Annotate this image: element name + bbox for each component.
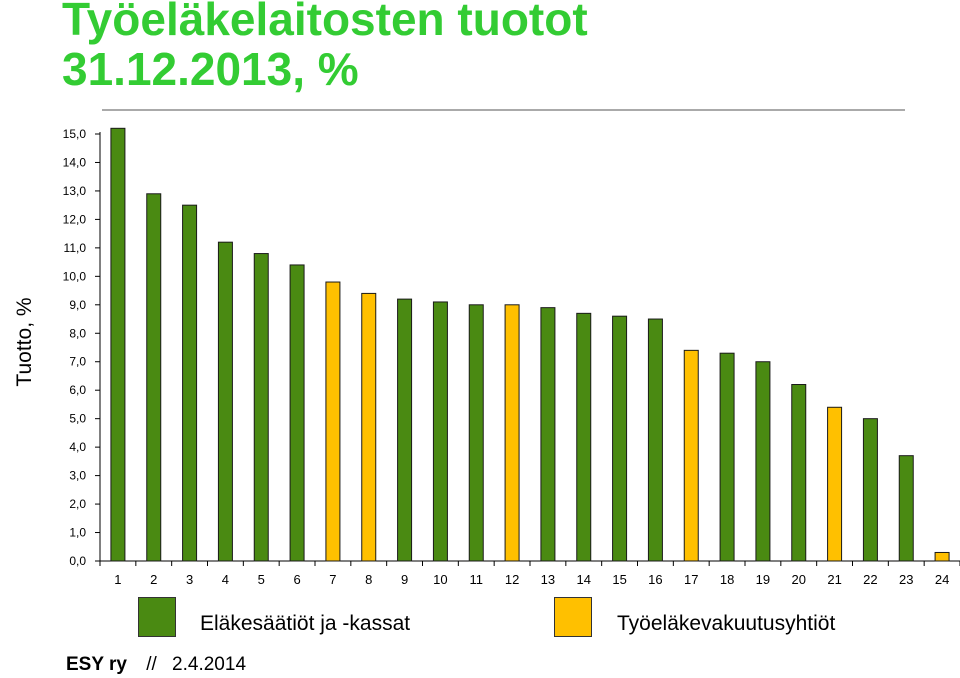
y-tick-label: 8,0 — [69, 326, 86, 340]
y-tick-label: 5,0 — [69, 412, 86, 426]
legend-swatch-pension-funds — [138, 597, 176, 637]
x-tick-label: 4 — [222, 572, 229, 587]
x-tick-label: 7 — [329, 572, 336, 587]
bar — [862, 418, 878, 562]
x-tick-label: 18 — [720, 572, 734, 587]
y-tick-label: 15,0 — [63, 127, 87, 141]
bar — [253, 253, 269, 562]
bar — [110, 127, 126, 562]
bar — [504, 304, 520, 562]
x-tick-label: 5 — [258, 572, 265, 587]
bar — [468, 304, 484, 562]
x-tick-label: 1 — [114, 572, 121, 587]
x-tick-label: 15 — [612, 572, 626, 587]
chart-title: Työeläkelaitosten tuotot 31.12.2013, % — [62, 0, 762, 94]
bar — [898, 455, 914, 562]
footer-date: 2.4.2014 — [172, 654, 247, 675]
bar — [827, 406, 843, 562]
x-tick-label: 2 — [150, 572, 157, 587]
x-tick-label: 11 — [470, 572, 484, 587]
x-tick-label: 8 — [365, 572, 372, 587]
y-tick-label: 12,0 — [63, 212, 87, 226]
y-tick-label: 10,0 — [63, 269, 87, 283]
bar — [576, 312, 592, 562]
legend-label-insurance-companies: Työeläkevakuutusyhtiöt — [617, 612, 836, 635]
x-tick-label: 12 — [505, 572, 519, 587]
bar — [361, 292, 377, 562]
y-tick-label: 14,0 — [63, 155, 87, 169]
bar — [325, 281, 341, 562]
bar — [683, 349, 699, 562]
x-tick-label: 21 — [827, 572, 841, 587]
bar — [397, 298, 413, 562]
y-tick-label: 4,0 — [69, 440, 86, 454]
x-tick-label: 20 — [792, 572, 806, 587]
bar — [791, 384, 807, 562]
x-tick-label: 23 — [899, 572, 913, 587]
bar — [182, 204, 198, 562]
bar — [146, 193, 162, 562]
y-tick-label: 7,0 — [69, 355, 86, 369]
bar — [719, 352, 735, 562]
bar — [647, 318, 663, 562]
bar — [934, 551, 950, 562]
chart-title-line-2: 31.12.2013, % — [62, 43, 359, 95]
bar — [432, 301, 448, 562]
x-tick-label: 17 — [684, 572, 698, 587]
bar-chart: 0,01,02,03,04,05,06,07,08,09,010,011,012… — [63, 109, 960, 587]
x-tick-label: 24 — [935, 572, 949, 587]
x-tick-label: 22 — [863, 572, 877, 587]
x-tick-label: 6 — [293, 572, 300, 587]
bar — [289, 264, 305, 562]
footer: ESY ry // 2.4.2014 — [66, 654, 246, 676]
y-tick-label: 13,0 — [63, 184, 87, 198]
legend-label-pension-funds: Eläkesäätiöt ja -kassat — [200, 612, 411, 635]
bar — [540, 307, 556, 562]
y-tick-label: 0,0 — [69, 554, 86, 568]
y-tick-label: 2,0 — [69, 497, 86, 511]
x-tick-label: 13 — [541, 572, 555, 587]
y-tick-label: 6,0 — [69, 383, 86, 397]
y-tick-label: 3,0 — [69, 469, 86, 483]
chart-title-line-1: Työeläkelaitosten tuotot — [62, 0, 588, 45]
footer-separator: // — [146, 654, 157, 675]
y-tick-label: 1,0 — [69, 526, 86, 540]
legend-swatch-insurance-companies — [554, 597, 592, 637]
x-tick-label: 10 — [433, 572, 447, 587]
x-tick-label: 3 — [186, 572, 193, 587]
x-tick-label: 14 — [577, 572, 591, 587]
bar — [755, 361, 771, 562]
footer-org: ESY ry — [66, 654, 127, 675]
x-tick-label: 9 — [401, 572, 408, 587]
y-tick-label: 11,0 — [64, 241, 87, 255]
x-tick-label: 19 — [756, 572, 770, 587]
bar — [217, 241, 233, 562]
x-tick-label: 16 — [648, 572, 662, 587]
bar — [612, 315, 628, 562]
y-tick-label: 9,0 — [69, 298, 86, 312]
